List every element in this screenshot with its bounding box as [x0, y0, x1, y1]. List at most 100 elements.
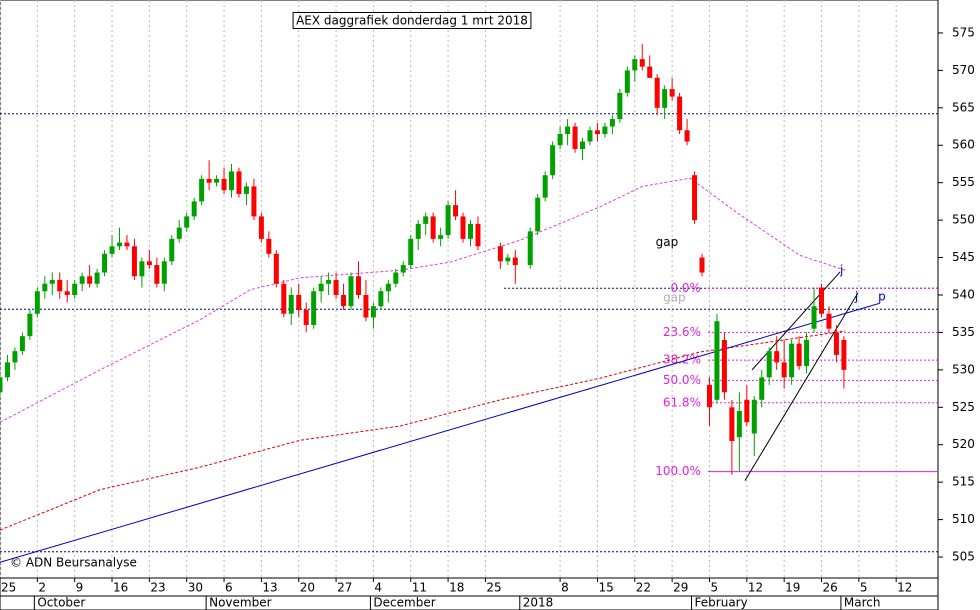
candle-body	[662, 89, 668, 108]
candle-body	[804, 339, 810, 367]
candle-body	[408, 238, 414, 266]
candle-body	[423, 216, 429, 224]
candle-body	[326, 280, 332, 284]
candle-body	[714, 321, 720, 400]
candle-body	[639, 59, 645, 67]
candle-body	[550, 145, 556, 176]
candle-body	[497, 246, 503, 262]
moving-average	[0, 177, 846, 423]
candle-body	[415, 223, 421, 239]
candle-body	[699, 257, 705, 273]
candle-body	[258, 216, 264, 239]
candle-body	[378, 291, 384, 307]
candle-body	[818, 287, 824, 314]
candle-body	[154, 265, 160, 284]
x-tick-label: 4	[374, 581, 382, 595]
candle-body	[460, 216, 466, 239]
candle-body	[161, 261, 167, 284]
candle-body	[811, 306, 817, 329]
y-tick-label: 570	[952, 63, 975, 77]
candle-body	[102, 253, 108, 273]
candle-body	[348, 276, 354, 307]
candle-body	[12, 351, 18, 363]
candle-body	[789, 343, 795, 378]
candle-body	[453, 205, 459, 217]
month-label: December	[373, 596, 435, 610]
candle-body	[438, 235, 444, 239]
candle-body	[594, 130, 600, 135]
trend-line	[744, 292, 859, 481]
candle-body	[647, 66, 653, 78]
fib-label: 23.6%	[663, 325, 701, 339]
month-label: February	[695, 596, 748, 610]
candle-body	[475, 223, 481, 247]
fib-label: 100.0%	[655, 464, 701, 478]
y-tick-label: 545	[952, 250, 975, 264]
candle-body	[677, 96, 683, 131]
candle-body	[27, 313, 33, 337]
fib-label: 50.0%	[663, 373, 701, 387]
candle-body	[751, 399, 757, 434]
x-tick-label: 5	[860, 581, 868, 595]
candle-body	[527, 231, 533, 266]
candle-body	[624, 70, 630, 93]
x-tick-label: 6	[225, 581, 233, 595]
candle-body	[49, 280, 55, 284]
candle-body	[251, 186, 257, 217]
candle-body	[617, 92, 623, 120]
x-tick-label: 20	[300, 581, 315, 595]
y-tick-label: 565	[952, 100, 975, 114]
credit: © ADN Beursanalyse	[10, 556, 137, 570]
x-tick-label: 11	[412, 581, 427, 595]
candle-body	[79, 276, 85, 284]
y-tick-label: 510	[952, 512, 975, 526]
y-tick-label: 560	[952, 138, 975, 152]
candle-body	[400, 265, 406, 273]
candle-body	[841, 339, 847, 370]
trend-line	[0, 302, 880, 563]
candle-body	[221, 178, 227, 191]
candle-body	[505, 257, 511, 262]
candle-body	[393, 272, 399, 284]
y-tick-label: 575	[952, 25, 975, 39]
x-tick-label: 15	[598, 581, 613, 595]
candle-body	[654, 77, 660, 108]
x-tick-label: 25	[1, 581, 16, 595]
candle-body	[744, 399, 750, 423]
candle-body	[385, 283, 391, 292]
annotation: p	[878, 290, 886, 304]
y-tick-label: 550	[952, 213, 975, 227]
x-tick-label: 5	[710, 581, 718, 595]
candle-body	[206, 178, 212, 183]
candle-body	[243, 186, 249, 194]
x-tick-label: 18	[449, 581, 464, 595]
fib-label: 0.0%	[670, 281, 701, 295]
candle-body	[116, 242, 122, 247]
month-label: October	[37, 596, 85, 610]
candle-body	[759, 377, 765, 400]
x-tick-label: 13	[262, 581, 277, 595]
candle-body	[236, 171, 242, 194]
candle-body	[692, 175, 698, 221]
plot-frame	[0, 0, 939, 579]
candle-body	[303, 309, 309, 325]
candle-body	[109, 246, 115, 254]
candle-body	[370, 306, 376, 318]
annotation: gap	[663, 290, 686, 304]
annotation: gap	[656, 235, 679, 249]
candle-body	[706, 384, 712, 408]
fib-label: 61.8%	[663, 395, 701, 409]
x-tick-label: 9	[76, 581, 84, 595]
candle-body	[766, 351, 772, 378]
candle-body	[266, 238, 272, 254]
candle-body	[729, 407, 735, 441]
x-tick-label: 30	[188, 581, 203, 595]
month-label: November	[209, 596, 271, 610]
candle-body	[430, 216, 436, 239]
candle-body	[42, 283, 48, 292]
candle-body	[131, 246, 137, 277]
candle-body	[721, 339, 727, 393]
x-tick-label: 25	[486, 581, 501, 595]
candle-body	[281, 283, 287, 314]
